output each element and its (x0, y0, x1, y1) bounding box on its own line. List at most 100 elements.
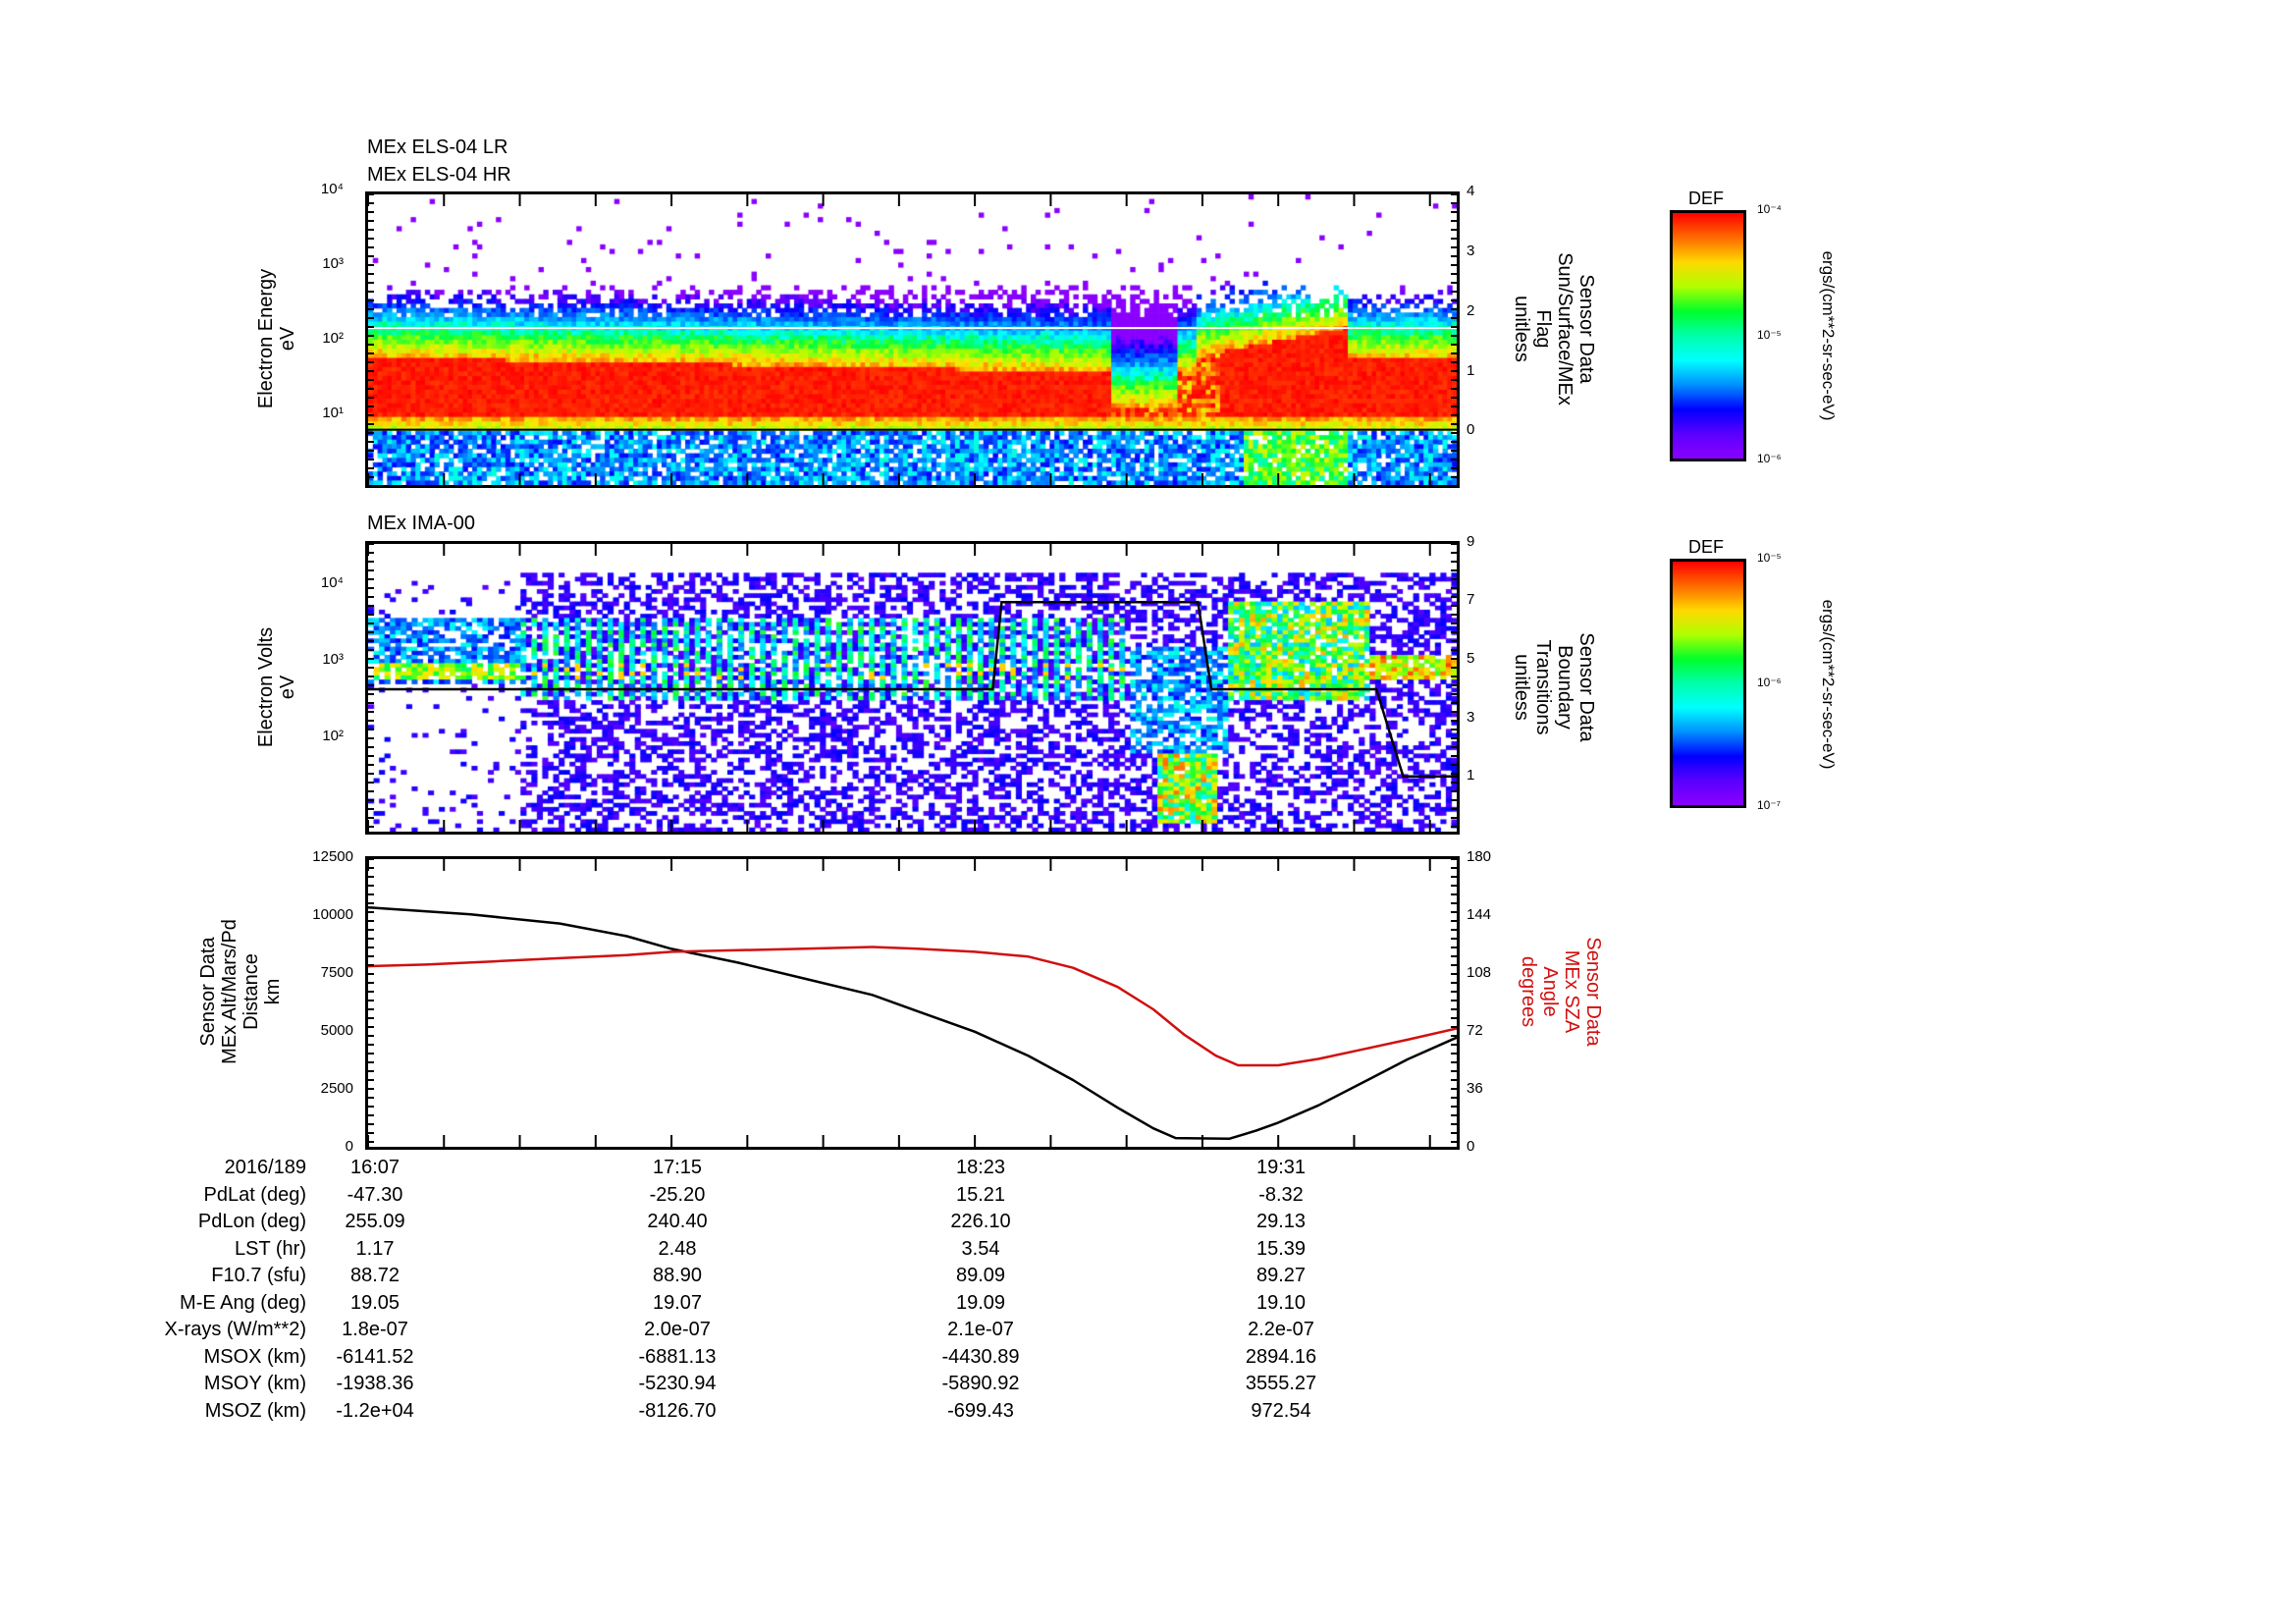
ylabel-line: Flag (1532, 309, 1554, 349)
ylabel-line: unitless (1511, 654, 1532, 721)
colorbar2-tick: 10⁻⁵ (1757, 551, 1782, 565)
colorbar2-units: ergs/(cm**2-sr-sec-eV) (1819, 599, 1838, 770)
table-cell: -8126.70 (638, 1399, 717, 1422)
boundary-transitions-line (368, 600, 1457, 779)
table-cell: 29.13 (1255, 1211, 1307, 1232)
ytick: 10⁴ (320, 574, 344, 591)
table-row-label: MSOY (km) (203, 1373, 306, 1394)
table-cell: 16:07 (349, 1157, 400, 1178)
ylabel-line: Sensor Data (1575, 632, 1597, 742)
table-cell: 18:23 (955, 1157, 1006, 1178)
ytick: 10² (322, 728, 344, 744)
ytick: 10³ (322, 255, 344, 272)
panel3-ylabel-right: Sensor Data MEx SZA Angle degrees (1518, 937, 1604, 1046)
panel1-ylabel-right: Sensor Data Sun/Surface/MEx Flag unitles… (1511, 252, 1597, 406)
ytick: 10¹ (322, 405, 344, 421)
ylabel-line: Sensor Data (1575, 274, 1597, 384)
table-cell: 19:31 (1255, 1157, 1307, 1178)
table-cell: 88.72 (349, 1265, 400, 1286)
ytick-right: 3 (1467, 243, 1475, 259)
ytick-right: 144 (1467, 906, 1492, 923)
table-cell: 19.09 (955, 1291, 1006, 1314)
els-spectrogram-panel (365, 191, 1460, 488)
table-cell: 3.54 (961, 1237, 1000, 1260)
ylabel-line: Transitions (1532, 639, 1554, 735)
ytick-right: 0 (1467, 1138, 1475, 1155)
panel2-ylabel-right: Sensor Data Boundary Transitions unitles… (1511, 632, 1597, 741)
ytick: 0 (345, 1138, 353, 1155)
altitude-line (368, 905, 1457, 1141)
ytick-right: 36 (1467, 1080, 1483, 1097)
colorbar2-title: DEF (1688, 537, 1724, 557)
table-cell: -8.32 (1258, 1183, 1304, 1206)
table-cell: 2.48 (658, 1237, 697, 1260)
colorbar1-tick: 10⁻⁶ (1757, 452, 1782, 465)
table-cell: 19.05 (349, 1291, 400, 1314)
table-cell: 1.8e-07 (342, 1319, 408, 1340)
ytick: 12500 (312, 848, 353, 865)
colorbar1-tick: 10⁻⁵ (1757, 328, 1782, 342)
table-cell: 255.09 (345, 1211, 405, 1232)
colorbar2-tick: 10⁻⁷ (1757, 798, 1782, 812)
ytick: 10⁴ (320, 181, 344, 197)
table-cell: 89.09 (955, 1265, 1006, 1286)
ylabel-line: km (262, 978, 284, 1005)
table-cell: -6881.13 (638, 1345, 717, 1368)
ytick-right: 1 (1467, 362, 1475, 379)
table-cell: 15.39 (1255, 1237, 1307, 1260)
ima-axes-overlay (368, 544, 1457, 832)
ylabel-line: MEx SZA (1561, 949, 1582, 1034)
table-cell: 15.21 (955, 1183, 1006, 1206)
ylabel-line: Boundary (1554, 645, 1575, 730)
panel1-title-hr: MEx ELS-04 HR (367, 164, 511, 186)
table-row-label: MSOX (km) (203, 1345, 306, 1368)
ytick: 5000 (320, 1022, 353, 1039)
colorbar1-tick: 10⁻⁴ (1757, 202, 1782, 216)
ytick-right: 4 (1467, 183, 1475, 199)
table-cell: -699.43 (947, 1399, 1014, 1422)
ylabel-line: Distance (240, 953, 262, 1030)
ytick: 7500 (320, 964, 353, 981)
sza-line (368, 946, 1457, 1067)
ima-spectrogram-panel (365, 541, 1460, 835)
table-row-label: PdLon (deg) (197, 1211, 306, 1232)
panel2-title: MEx IMA-00 (367, 513, 476, 534)
table-row-label: X-rays (W/m**2) (164, 1319, 306, 1340)
table-cell: 2894.16 (1245, 1345, 1317, 1368)
ylabel-line: Electron Volts (255, 626, 277, 748)
ytick: 10000 (312, 906, 353, 923)
table-cell: -47.30 (347, 1183, 403, 1206)
colorbar1-units: ergs/(cm**2-sr-sec-eV) (1819, 250, 1838, 421)
ytick-right: 7 (1467, 591, 1475, 608)
table-row-label: 2016/189 (224, 1157, 306, 1178)
table-row-label: PdLat (deg) (203, 1183, 306, 1206)
table-cell: 88.90 (652, 1265, 703, 1286)
ytick: 10³ (322, 651, 344, 668)
orbit-line-panel (365, 856, 1460, 1150)
table-cell: -1938.36 (336, 1373, 414, 1394)
ytick-right: 1 (1467, 767, 1475, 784)
ytick: 2500 (320, 1080, 353, 1097)
ylabel-line: unitless (1511, 296, 1532, 362)
ylabel-line: degrees (1518, 955, 1539, 1028)
table-cell: 2.0e-07 (644, 1319, 711, 1340)
panel1-title-lr: MEx ELS-04 LR (367, 136, 508, 158)
ylabel-line: Electron Energy (255, 268, 277, 409)
table-cell: 226.10 (950, 1211, 1011, 1232)
els-spectrogram (368, 194, 1457, 485)
table-row-label: LST (hr) (235, 1237, 306, 1260)
els-axes-overlay (368, 194, 1457, 485)
panel3-ylabel: Sensor Data MEx Alt/Mars/Pd Distance km (197, 919, 284, 1064)
ylabel-line: Sensor Data (1582, 937, 1604, 1047)
ytick-right: 0 (1467, 421, 1475, 438)
table-cell: 17:15 (652, 1157, 703, 1178)
table-cell: -1.2e+04 (336, 1399, 414, 1422)
ylabel-line: Sun/Surface/MEx (1554, 252, 1575, 406)
table-cell: -5230.94 (638, 1373, 717, 1394)
table-cell: -5890.92 (941, 1373, 1020, 1394)
table-row-label: F10.7 (sfu) (211, 1265, 306, 1286)
colorbar1 (1670, 210, 1746, 461)
table-cell: 2.1e-07 (947, 1319, 1014, 1340)
ytick-right: 72 (1467, 1022, 1483, 1039)
ylabel-line: Angle (1539, 966, 1561, 1017)
